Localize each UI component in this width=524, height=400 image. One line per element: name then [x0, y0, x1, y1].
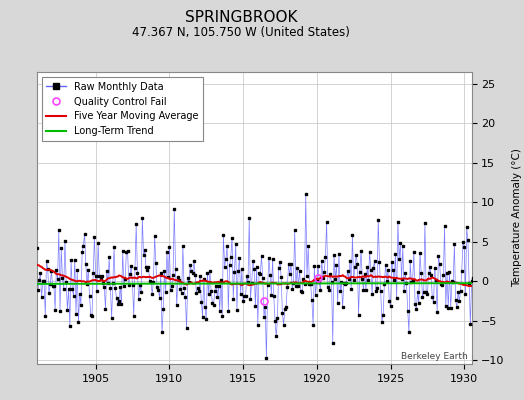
Legend: Raw Monthly Data, Quality Control Fail, Five Year Moving Average, Long-Term Tren: Raw Monthly Data, Quality Control Fail, … — [41, 77, 203, 141]
Y-axis label: Temperature Anomaly (°C): Temperature Anomaly (°C) — [511, 148, 521, 288]
Text: SPRINGBROOK: SPRINGBROOK — [185, 10, 297, 25]
Text: Berkeley Earth: Berkeley Earth — [400, 352, 467, 361]
Text: 47.367 N, 105.750 W (United States): 47.367 N, 105.750 W (United States) — [132, 26, 350, 39]
